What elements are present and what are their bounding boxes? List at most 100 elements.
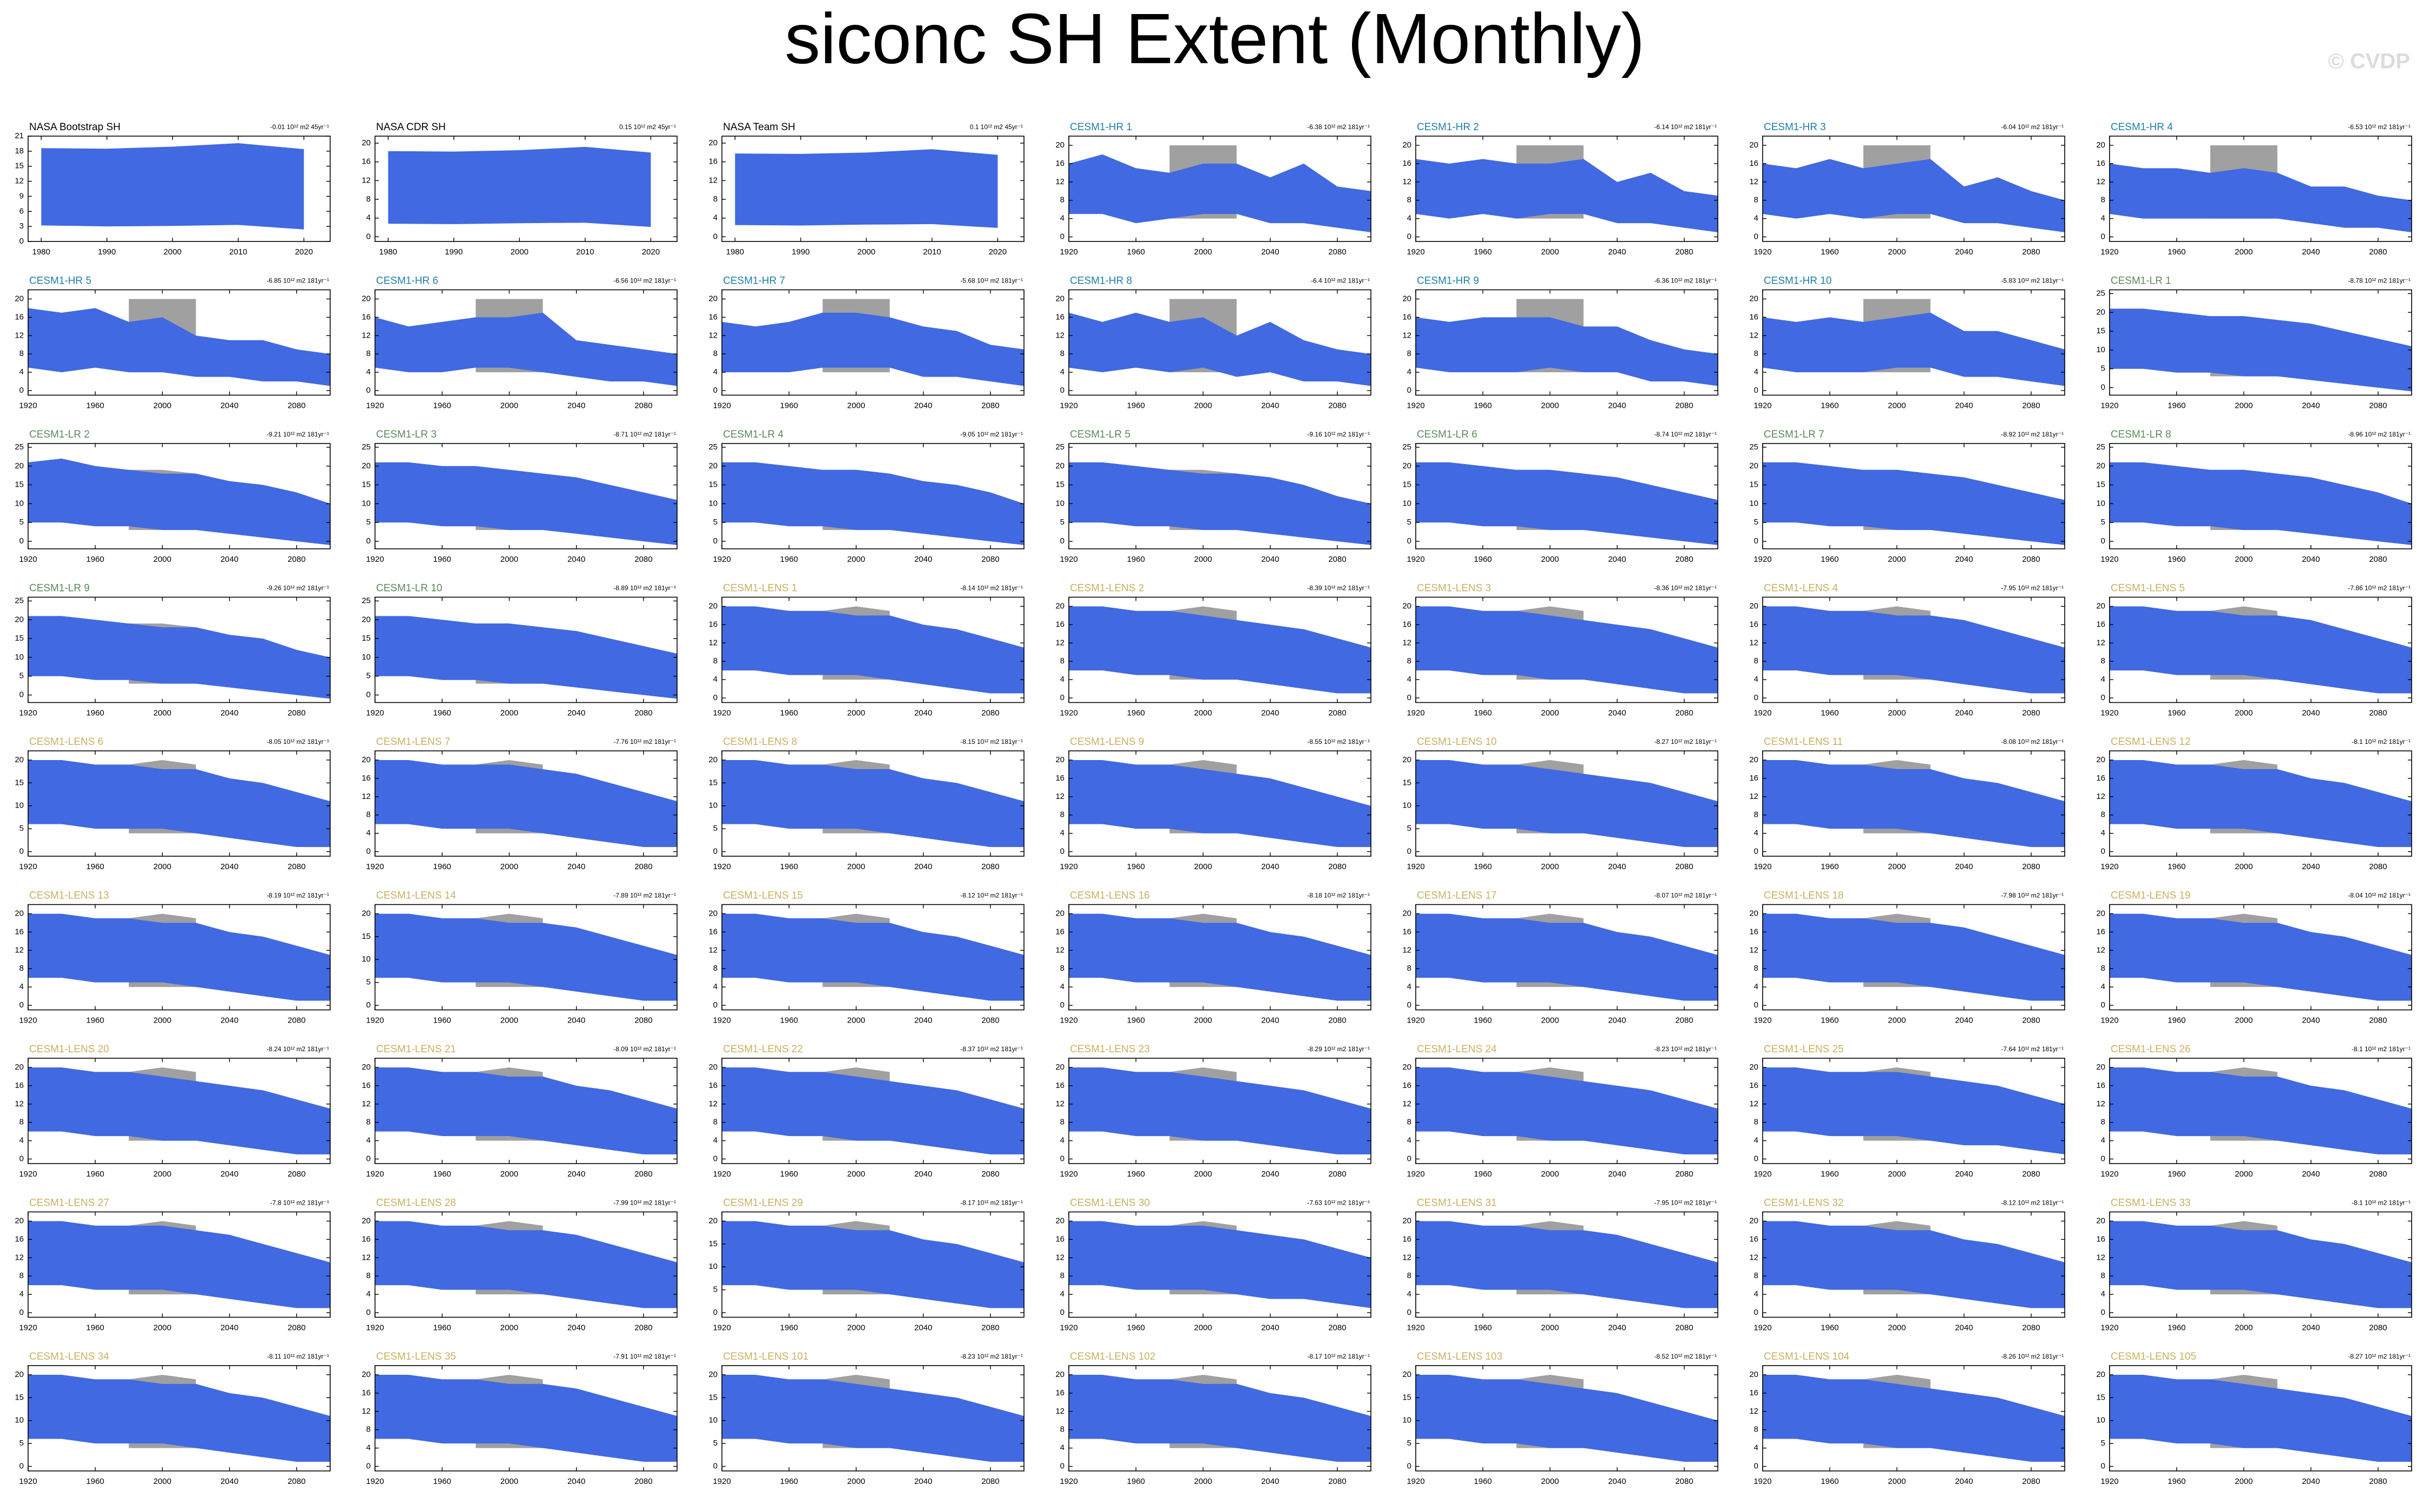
x-tick-label: 2040 [220,1323,238,1332]
y-tick-label: 0 [1407,536,1411,546]
plot-frame [374,136,678,242]
plot-frame [1762,750,2065,857]
y-tick-label: 21 [15,131,24,140]
y-tick-label: 8 [366,1118,371,1127]
y-tick-label: 15 [1055,480,1065,489]
trend-label: -8.12 10¹² m2 181yr⁻¹ [2001,1199,2064,1207]
y-tick-label: 8 [1754,1118,1758,1127]
x-tick-label: 1960 [1127,247,1145,257]
y-tick-label: 8 [1407,349,1411,358]
y-tick-label: 4 [366,1136,371,1145]
x-tick-label: 1920 [2100,401,2118,410]
y-tick-label: 4 [1407,367,1411,377]
y-tick-label: 16 [1749,1081,1758,1090]
plot-frame [374,443,678,549]
x-tick-label: 1980 [32,247,50,257]
data-band [2110,163,2412,233]
y-tick-label: 16 [1055,774,1065,783]
y-tick-label: 20 [708,755,718,764]
data-band [722,606,1024,694]
y-tick-label: 12 [1402,1099,1411,1108]
panel-title: CESM1-HR 3 [1764,122,1826,133]
trend-label: -0.01 10¹² m2 45yr⁻¹ [270,123,329,131]
y-tick-label: 16 [1055,1388,1065,1397]
x-tick-label: 1920 [1753,555,1771,564]
panel-title: CESM1-LENS 6 [29,736,103,748]
x-tick-label: 2080 [1328,1016,1346,1025]
x-tick-label: 1960 [1127,1323,1145,1332]
y-tick-label: 4 [1407,1136,1411,1145]
y-tick-label: 16 [1749,927,1758,936]
x-tick-label: 2040 [1955,1323,1973,1332]
x-tick-label: 2000 [1194,1016,1212,1025]
y-tick-label: 20 [1402,461,1411,471]
y-tick-label: 0 [1754,232,1758,241]
y-tick-label: 10 [15,801,24,810]
x-tick-label: 1960 [780,555,798,564]
y-tick-label: 0 [19,1154,24,1163]
y-tick-label: 5 [713,518,718,527]
x-tick-label: 2000 [1194,1323,1212,1332]
panel-title: CESM1-LENS 33 [2111,1198,2191,1209]
y-tick-label: 15 [15,778,24,787]
x-tick-label: 2080 [981,1170,999,1179]
y-tick-label: 12 [2096,638,2105,647]
data-band [2110,1067,2412,1155]
y-tick-label: 0 [2101,536,2105,546]
x-tick-label: 2080 [2022,555,2040,564]
y-tick-label: 20 [15,461,24,471]
y-tick-label: 15 [15,162,24,171]
x-tick-label: 1920 [366,862,384,871]
x-tick-label: 1960 [1474,708,1492,717]
x-tick-label: 2000 [1888,1477,1906,1486]
x-tick-label: 2080 [1675,862,1693,871]
trend-label: -8.39 10¹² m2 181yr⁻¹ [1307,584,1370,592]
y-tick-label: 20 [708,909,718,918]
trend-label: -8.29 10¹² m2 181yr⁻¹ [1307,1045,1370,1053]
panel-title: CESM1-LENS 7 [376,736,450,748]
x-tick-label: 2000 [511,247,528,257]
y-tick-label: 4 [2101,982,2105,991]
x-tick-label: 1960 [1474,1170,1492,1179]
x-tick-label: 2080 [287,708,305,717]
y-tick-label: 20 [1749,601,1758,610]
trend-label: -8.07 10¹² m2 181yr⁻¹ [1654,892,1717,899]
x-tick-label: 2080 [1328,1170,1346,1179]
plot-frame [2109,443,2412,549]
y-tick-label: 0 [1407,232,1411,241]
x-tick-label: 1960 [1127,708,1145,717]
trend-label: -8.96 10¹² m2 181yr⁻¹ [2348,431,2411,438]
trend-label: -6.56 10¹² m2 181yr⁻¹ [613,277,676,285]
trend-label: -7.76 10¹² m2 181yr⁻¹ [613,738,676,745]
trend-label: -8.1 10¹² m2 181yr⁻¹ [2352,1045,2411,1053]
x-tick-label: 2080 [2369,555,2387,564]
y-tick-label: 16 [1749,1388,1758,1397]
y-tick-label: 0 [1060,1000,1065,1010]
panel-title: CESM1-LR 2 [29,429,90,440]
y-tick-label: 4 [1060,675,1065,684]
y-tick-label: 20 [15,909,24,918]
plot-frame [1415,1211,1718,1318]
plot-frame [1068,289,1371,396]
trend-label: -8.1 10¹² m2 181yr⁻¹ [2352,1199,2411,1207]
y-tick-label: 0 [1754,1308,1758,1317]
y-tick-label: 16 [1402,1234,1411,1244]
y-tick-label: 16 [15,927,24,936]
y-tick-label: 20 [1402,294,1411,303]
y-tick-label: 10 [1055,499,1065,508]
y-tick-label: 4 [1754,982,1758,991]
y-tick-label: 25 [15,596,24,605]
data-band [722,913,1024,1001]
plot-frame [2109,904,2412,1011]
x-tick-label: 2000 [1541,708,1559,717]
y-tick-label: 4 [366,829,371,838]
x-tick-label: 2040 [567,1170,585,1179]
y-tick-label: 8 [366,810,371,819]
y-tick-label: 12 [362,1253,371,1262]
y-tick-label: 0 [1754,693,1758,702]
plot-frame [28,750,331,857]
x-tick-label: 1920 [366,708,384,717]
panel-title: NASA CDR SH [376,122,446,133]
y-tick-label: 20 [1055,461,1065,471]
y-tick-label: 20 [362,1063,371,1072]
